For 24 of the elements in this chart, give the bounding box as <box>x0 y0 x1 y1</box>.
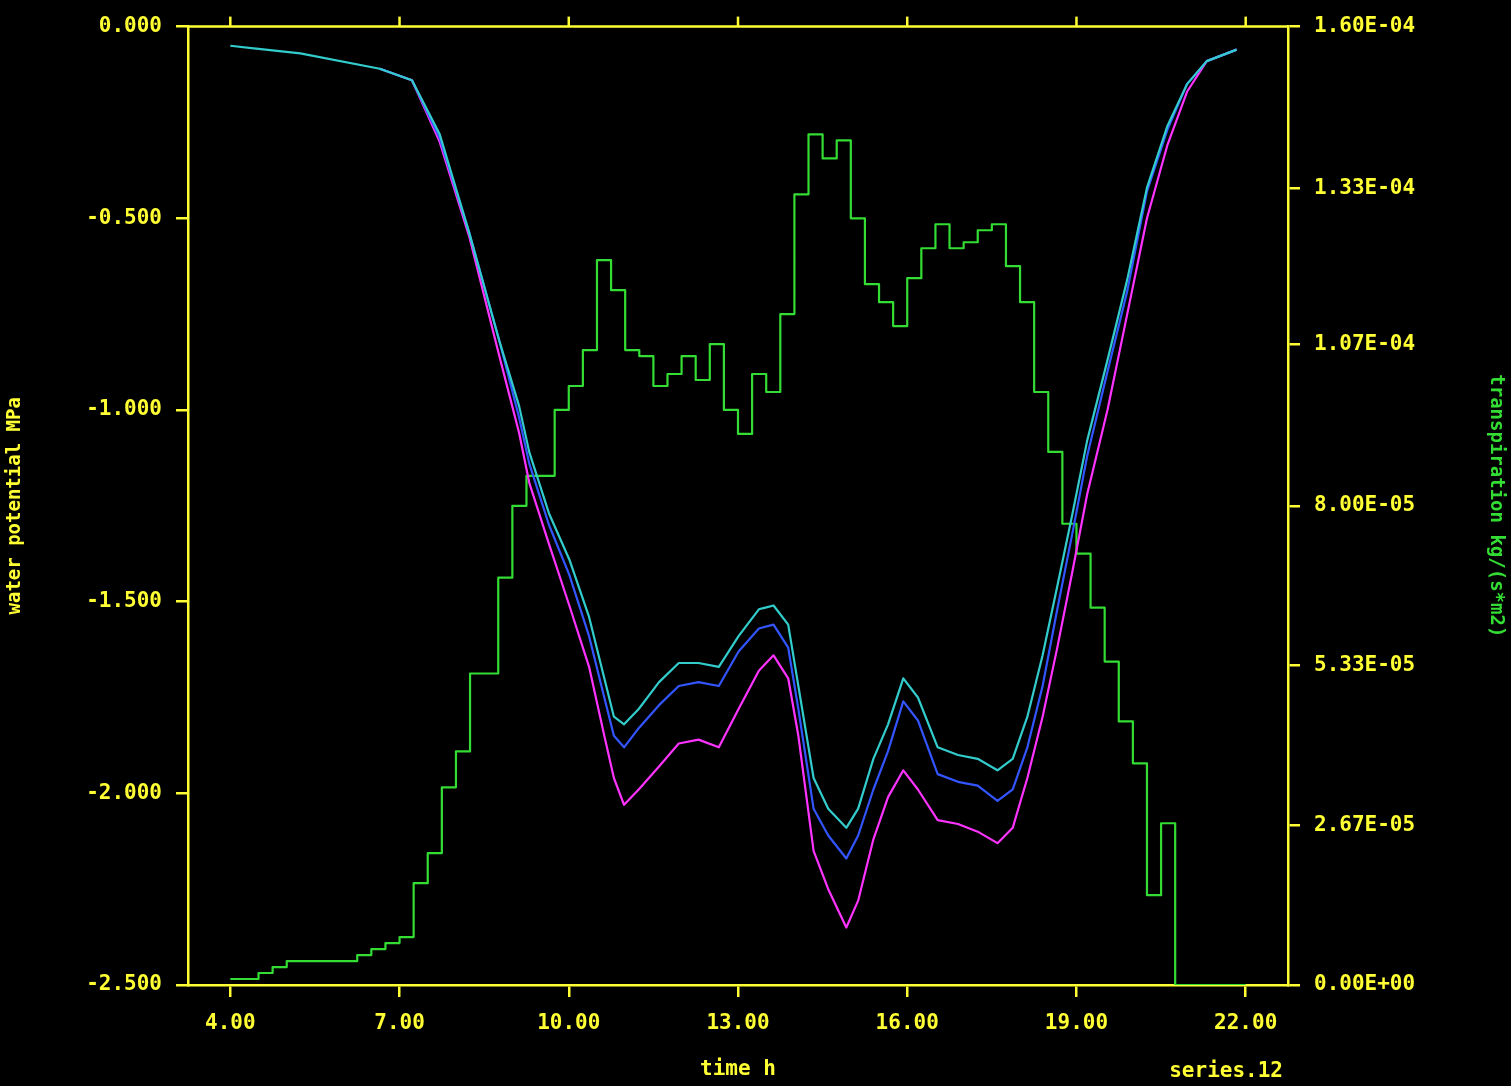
y-tick-label: -1.500 <box>86 588 162 613</box>
text: series.12 <box>1169 1057 1283 1082</box>
x-tick-label: 10.00 <box>537 1010 601 1035</box>
y2-tick-label: 0.00E+00 <box>1314 971 1416 996</box>
y2-tick-label: 1.07E-04 <box>1314 330 1416 355</box>
y-axis-title: water potential MPa <box>2 397 25 615</box>
y2-tick-label: 2.67E-05 <box>1314 811 1416 836</box>
y2-tick-label: 1.33E-04 <box>1314 174 1416 199</box>
x-axis-title: time h <box>700 1055 776 1080</box>
y-tick-label: -0.500 <box>86 204 162 229</box>
x-tick-label: 4.00 <box>205 1010 256 1035</box>
x-tick-label: 13.00 <box>706 1010 770 1035</box>
y2-tick-label: 5.33E-05 <box>1314 652 1416 677</box>
y2-tick-label: 1.60E-04 <box>1314 13 1416 38</box>
x-tick-label: 16.00 <box>875 1010 939 1035</box>
y2-axis-title: transpiration kg/(s*m2) <box>1486 374 1509 638</box>
y-tick-label: -2.000 <box>86 779 162 804</box>
y-tick-label: -1.000 <box>86 396 162 421</box>
y-tick-label: 0.000 <box>98 13 162 38</box>
x-tick-label: 7.00 <box>374 1010 425 1035</box>
x-tick-label: 22.00 <box>1214 1010 1278 1035</box>
y2-tick-label: 8.00E-05 <box>1314 492 1416 517</box>
y-tick-label: -2.500 <box>86 971 162 996</box>
x-tick-label: 19.00 <box>1044 1010 1109 1035</box>
